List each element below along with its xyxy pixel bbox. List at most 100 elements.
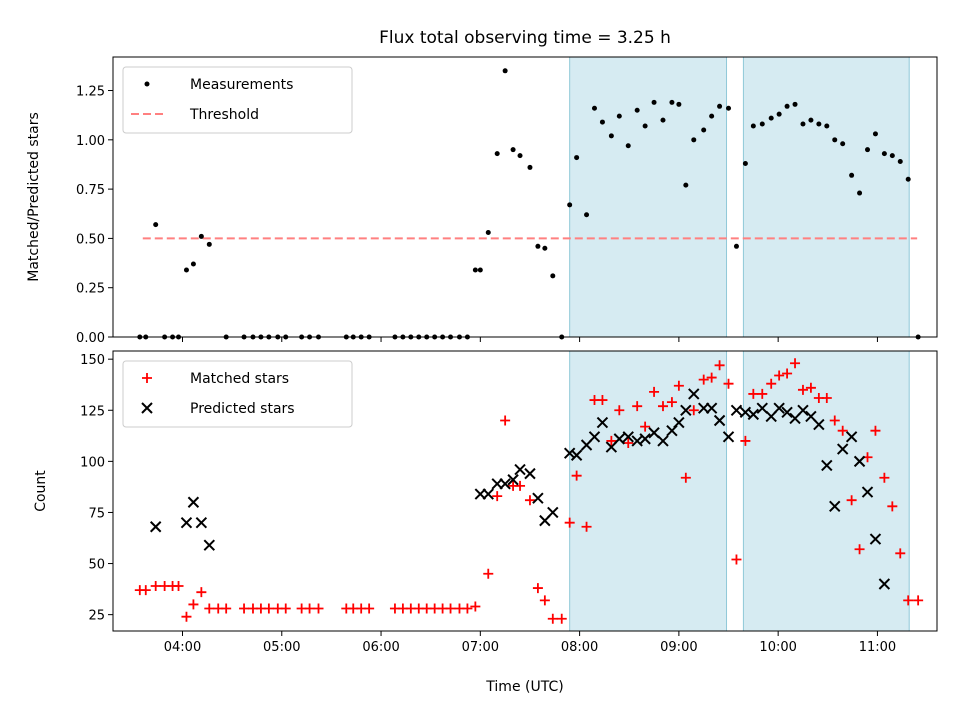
bottom-series-0-point [597,395,608,406]
bottom-series-0-point [782,368,793,379]
x-tick-label: 06:00 [362,640,399,655]
bottom-series-1-point [195,516,208,529]
bottom-series-0-point [757,388,768,399]
top-series-0-point [832,137,838,143]
top-series-0-point [567,202,573,208]
bottom-legend-label-0: Matched stars [190,371,289,387]
bottom-series-0-point [204,603,215,614]
bottom-legend: Matched stars Predicted stars [122,360,353,428]
bottom-series-1-point [722,431,735,443]
top-series-0-point [660,117,666,123]
bottom-series-1-point [829,500,841,513]
bottom-series-1-point [588,431,601,443]
bottom-panel: 25 50 75 100 125 150 04:00 05:00 06:00 07:00 08:00… [80,350,938,655]
top-series-0-point [542,245,548,251]
top-series-0-point [768,115,774,121]
top-series-0-point [800,121,806,127]
bottom-series-0-point [571,470,582,481]
top-legend-label-0: Measurements [190,77,293,93]
bottom-series-0-point [173,581,184,592]
bottom-series-1-point [482,488,494,500]
bottom-series-0-point [887,501,898,512]
top-series-0-point [642,123,648,129]
bottom-y-tick-label: 125 [80,404,105,419]
bottom-series-1-point [878,578,891,590]
top-series-0-point [733,243,739,249]
top-series-0-point [881,151,887,157]
bottom-series-0-point [837,425,848,436]
bottom-series-0-point [556,613,567,624]
bottom-series-0-point [740,435,751,446]
bottom-series-0-point [731,554,742,565]
top-series-0-point [889,153,895,159]
top-series-0-point [190,261,196,267]
bottom-series-0-point [706,372,717,383]
top-series-0-point [701,127,707,133]
bottom-series-0-point [649,386,660,397]
bottom-series-1-point [596,416,609,429]
top-series-0-point [669,99,675,105]
top-y-tick-label: 0.25 [76,282,105,297]
bottom-series-0-point [790,358,801,369]
bottom-series-1-point [149,521,162,533]
top-y-tick-label: 0.50 [76,232,105,247]
top-series-0-point [550,273,556,279]
bottom-series-1-point [187,496,200,508]
bottom-series-1-point [657,435,669,447]
top-y-tick-label: 1.25 [76,85,105,100]
bottom-shaded-interval-1 [742,350,910,632]
top-series-0-point [634,107,640,113]
bottom-series-1-point [180,516,193,529]
top-series-0-point [472,267,478,273]
x-tick-label: 04:00 [164,640,201,655]
bottom-series-1-point [524,467,536,480]
bottom-series-0-point [673,380,684,391]
bottom-series-1-point [688,388,700,400]
bottom-series-1-point [747,408,760,421]
bottom-series-1-point [861,486,874,498]
bottom-shaded-interval-0 [569,350,728,632]
bottom-series-0-point [547,613,558,624]
bottom-series-0-point [766,378,777,389]
bottom-series-0-point [500,415,511,426]
bottom-series-0-point [680,472,691,483]
bottom-y-tick-label: 50 [88,558,105,573]
top-series-0-point [691,137,697,143]
bottom-series-0-point [774,370,785,381]
top-series-0-point [726,105,732,111]
top-series-0-point [206,241,212,247]
top-plot-frame [112,56,938,338]
bottom-series-0-point [614,405,625,416]
bottom-series-1-point [547,506,559,519]
top-series-0-point [574,155,580,161]
top-series-0-point [485,229,491,235]
top-series-0-point [517,153,523,159]
top-series-0-point [183,267,189,273]
bottom-series-0-point [140,585,151,596]
bottom-legend-label-1: Predicted stars [190,401,295,417]
bottom-series-0-point [846,495,857,506]
bottom-series-0-point [313,603,324,614]
top-panel: 0.00 0.25 0.50 0.75 1.00 1.25 Measurements Thre… [76,56,938,346]
top-shaded-interval-1 [742,56,910,338]
bottom-series-0-point [854,544,865,555]
bottom-series-0-point [797,384,808,395]
bottom-series-0-point [581,521,592,532]
bottom-y-axis-label: Count [33,470,49,512]
bottom-series-0-point [539,595,550,606]
bottom-series-0-point [723,378,734,389]
x-axis-label: Time (UTC) [485,679,563,695]
top-legend-marker-0 [144,81,150,87]
bottom-series-0-point [606,435,617,446]
bottom-series-1-point [203,539,216,551]
bottom-series-0-point [445,603,456,614]
top-series-0-point [857,190,863,196]
top-series-0-point [584,212,590,218]
bottom-series-0 [134,358,924,624]
top-series-0-point [599,119,605,125]
bottom-series-0-point [805,382,816,393]
bottom-series-1-point [869,533,882,545]
bottom-series-1-point [853,455,866,468]
bottom-series-0-point [748,388,759,399]
